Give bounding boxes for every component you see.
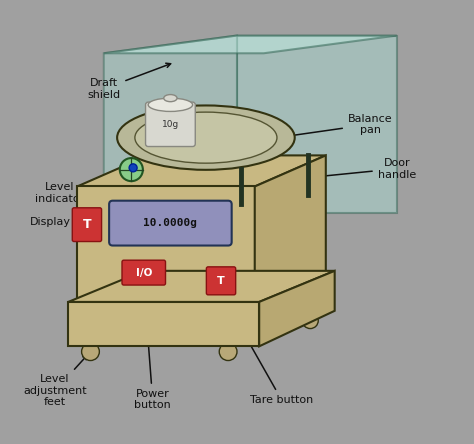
- Polygon shape: [68, 271, 335, 302]
- Ellipse shape: [135, 112, 277, 163]
- Text: Power
button: Power button: [134, 288, 171, 410]
- Text: Display: Display: [30, 217, 117, 227]
- FancyBboxPatch shape: [146, 102, 195, 147]
- Text: Draft
shield: Draft shield: [87, 63, 171, 99]
- Polygon shape: [104, 36, 397, 53]
- Polygon shape: [77, 155, 326, 186]
- Text: T: T: [82, 218, 91, 231]
- FancyBboxPatch shape: [72, 208, 101, 242]
- Text: T: T: [217, 276, 225, 286]
- Ellipse shape: [164, 95, 177, 102]
- Circle shape: [120, 158, 143, 181]
- Polygon shape: [237, 36, 397, 213]
- Polygon shape: [77, 186, 255, 302]
- Polygon shape: [259, 271, 335, 346]
- FancyBboxPatch shape: [109, 201, 232, 246]
- Polygon shape: [255, 155, 326, 302]
- Circle shape: [219, 343, 237, 361]
- FancyBboxPatch shape: [122, 260, 165, 285]
- Text: I/O: I/O: [136, 268, 152, 278]
- FancyBboxPatch shape: [206, 267, 236, 295]
- Circle shape: [129, 164, 137, 172]
- Text: Tare button: Tare button: [223, 297, 313, 404]
- Text: Door
handle: Door handle: [312, 158, 416, 179]
- Text: Balance
pan: Balance pan: [250, 114, 392, 143]
- Ellipse shape: [148, 98, 192, 111]
- Text: Level
indicator: Level indicator: [35, 170, 127, 204]
- Text: 10g: 10g: [162, 120, 179, 129]
- Circle shape: [82, 343, 100, 361]
- Text: 10.0000g: 10.0000g: [144, 218, 197, 228]
- Text: Level
adjustment
feet: Level adjustment feet: [23, 355, 88, 407]
- Polygon shape: [104, 36, 237, 244]
- Polygon shape: [68, 302, 259, 346]
- Ellipse shape: [117, 106, 295, 170]
- Circle shape: [302, 313, 318, 329]
